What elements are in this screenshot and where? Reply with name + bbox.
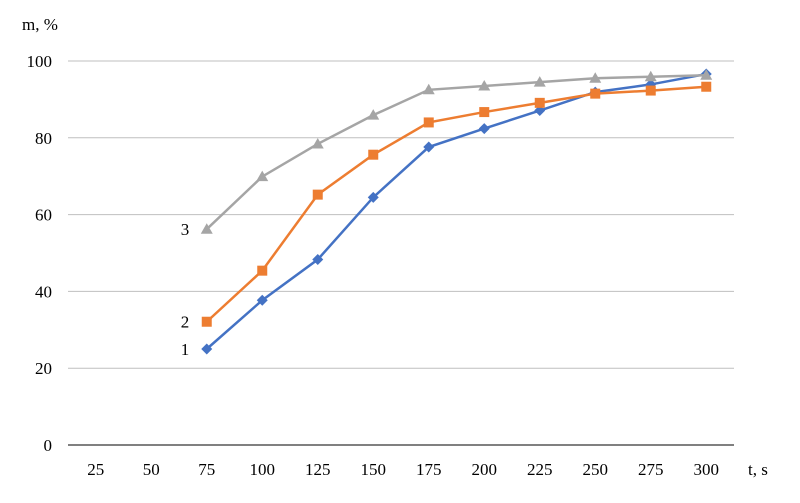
series-3-label: 3 <box>181 220 190 239</box>
y-tick-label: 100 <box>27 52 53 71</box>
x-tick-label: 75 <box>198 460 215 479</box>
series-1-point <box>312 254 324 266</box>
x-tick-label: 300 <box>694 460 720 479</box>
series-1-point <box>201 343 213 355</box>
series-2-point <box>312 189 323 200</box>
series-2-point <box>368 149 379 160</box>
x-tick-label: 175 <box>416 460 442 479</box>
series-2-point <box>645 85 656 96</box>
series-2-line <box>205 85 707 323</box>
series-labels: 1 2 3 <box>181 220 190 359</box>
series-1-label: 1 <box>181 340 190 359</box>
series-3-point <box>589 72 602 83</box>
x-tick-label: 125 <box>305 460 331 479</box>
x-tick-label: 25 <box>87 460 104 479</box>
series-2-label: 2 <box>181 313 190 332</box>
series-1-point <box>367 191 379 203</box>
series-3-point <box>311 137 324 149</box>
x-tick-labels: 25 50 75 100 125 150 175 200 225 250 275 300 <box>87 460 719 479</box>
series-2-point <box>257 265 268 276</box>
x-axis-title: t, s <box>748 460 768 479</box>
x-tick-label: 100 <box>250 460 276 479</box>
series-3-point <box>644 70 657 82</box>
series-3-point <box>367 109 380 120</box>
series-2-point <box>479 107 490 118</box>
series-2-point <box>590 88 601 99</box>
series-2-point <box>701 81 712 92</box>
y-tick-label: 20 <box>35 359 52 378</box>
x-tick-label: 150 <box>361 460 387 479</box>
series-1-point <box>478 123 490 135</box>
y-tick-label: 40 <box>35 282 52 301</box>
x-tick-label: 225 <box>527 460 553 479</box>
series-3-point <box>200 223 213 234</box>
y-tick-label: 0 <box>44 436 53 455</box>
series-2-point <box>423 117 434 128</box>
series-1-point <box>256 294 268 306</box>
y-tick-labels: 0 20 40 60 80 100 <box>27 52 53 455</box>
series-1-point <box>423 141 435 153</box>
series-2-point <box>201 316 212 327</box>
series-1-line <box>205 72 707 350</box>
series-3-line <box>205 73 707 231</box>
y-tick-label: 60 <box>35 206 52 225</box>
series-lines <box>200 68 713 355</box>
x-tick-label: 275 <box>638 460 664 479</box>
x-tick-label: 250 <box>583 460 609 479</box>
y-tick-label: 80 <box>35 129 52 148</box>
x-tick-label: 50 <box>143 460 160 479</box>
y-axis-title: m, % <box>22 15 58 34</box>
series-3-point <box>256 170 269 182</box>
x-tick-label: 200 <box>472 460 498 479</box>
series-3-point <box>700 69 713 80</box>
series-3-point <box>533 76 546 87</box>
series-2-point <box>534 97 545 108</box>
series-3-point <box>478 79 491 91</box>
series-3-point <box>422 83 435 95</box>
gridlines <box>68 60 734 369</box>
